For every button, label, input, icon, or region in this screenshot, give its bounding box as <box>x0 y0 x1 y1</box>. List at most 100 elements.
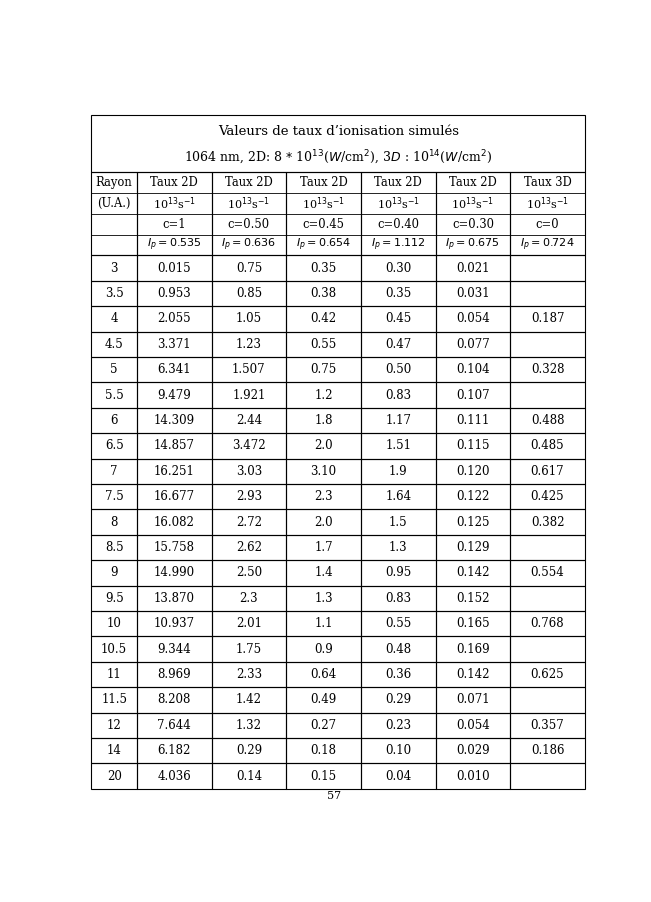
Bar <box>137 560 212 585</box>
Text: 2.0: 2.0 <box>314 516 333 529</box>
Bar <box>91 332 137 357</box>
Text: 5.5: 5.5 <box>105 389 124 401</box>
Bar <box>510 560 585 585</box>
Bar <box>286 662 361 687</box>
Bar <box>91 535 137 560</box>
Bar <box>436 560 510 585</box>
Text: 0.75: 0.75 <box>236 262 262 275</box>
Text: Taux 2D: Taux 2D <box>449 176 497 189</box>
Bar <box>436 738 510 763</box>
Text: 10.937: 10.937 <box>154 617 195 630</box>
Bar <box>91 115 585 172</box>
Text: 0.04: 0.04 <box>385 769 411 783</box>
Bar <box>137 332 212 357</box>
Text: 0.29: 0.29 <box>385 694 411 706</box>
Text: 0.425: 0.425 <box>531 491 564 503</box>
Bar <box>361 332 436 357</box>
Bar <box>91 459 137 484</box>
Text: 16.082: 16.082 <box>154 516 195 529</box>
Text: 16.251: 16.251 <box>154 465 195 478</box>
Text: 0.111: 0.111 <box>456 414 490 427</box>
Bar <box>361 763 436 789</box>
Bar <box>286 687 361 713</box>
Bar <box>91 408 137 433</box>
Bar <box>436 763 510 789</box>
Text: 10$^{13}$s$^{-1}$: 10$^{13}$s$^{-1}$ <box>377 195 420 212</box>
Bar <box>137 459 212 484</box>
Bar <box>212 408 286 433</box>
Bar <box>286 459 361 484</box>
Bar <box>91 255 137 281</box>
Text: 2.33: 2.33 <box>236 668 262 681</box>
Bar <box>436 433 510 459</box>
Text: Valeurs de taux d’ionisation simulés: Valeurs de taux d’ionisation simulés <box>217 124 459 138</box>
Text: 9.5: 9.5 <box>105 592 124 605</box>
Bar <box>286 433 361 459</box>
Bar <box>510 687 585 713</box>
Text: c=0.45: c=0.45 <box>303 217 344 231</box>
Bar <box>91 484 137 510</box>
Bar <box>436 382 510 408</box>
Text: 0.85: 0.85 <box>236 287 262 300</box>
Bar <box>510 332 585 357</box>
Bar <box>510 611 585 637</box>
Bar <box>436 408 510 433</box>
Text: 4: 4 <box>111 312 118 326</box>
Text: 2.62: 2.62 <box>236 541 262 554</box>
Text: $I_p = 0.654$: $I_p = 0.654$ <box>296 237 352 253</box>
Text: 0.75: 0.75 <box>311 364 337 376</box>
Text: 1.9: 1.9 <box>389 465 408 478</box>
Bar <box>510 484 585 510</box>
Bar <box>286 332 361 357</box>
Text: 0.015: 0.015 <box>158 262 191 275</box>
Text: c=0.40: c=0.40 <box>377 217 419 231</box>
Text: 2.50: 2.50 <box>236 566 262 579</box>
Bar <box>286 585 361 611</box>
Text: 0.50: 0.50 <box>385 364 411 376</box>
Bar <box>286 307 361 332</box>
Bar <box>91 687 137 713</box>
Text: 20: 20 <box>107 769 122 783</box>
Text: 5: 5 <box>111 364 118 376</box>
Bar <box>361 713 436 738</box>
Text: 0.142: 0.142 <box>456 566 490 579</box>
Bar <box>436 510 510 535</box>
Bar <box>286 281 361 307</box>
Bar <box>510 433 585 459</box>
Text: (U.A.): (U.A.) <box>98 197 131 210</box>
Text: 1.4: 1.4 <box>314 566 333 579</box>
Text: 0.35: 0.35 <box>311 262 337 275</box>
Text: 2.055: 2.055 <box>158 312 191 326</box>
Bar <box>361 611 436 637</box>
Text: 0.328: 0.328 <box>531 364 564 376</box>
Text: 0.010: 0.010 <box>456 769 490 783</box>
Bar <box>137 510 212 535</box>
Bar <box>361 484 436 510</box>
Bar <box>137 535 212 560</box>
Text: 0.107: 0.107 <box>456 389 490 401</box>
Text: 0.071: 0.071 <box>456 694 490 706</box>
Bar <box>91 433 137 459</box>
Text: 0.55: 0.55 <box>311 338 337 351</box>
Bar <box>510 535 585 560</box>
Bar <box>436 281 510 307</box>
Text: 8.5: 8.5 <box>105 541 124 554</box>
Bar <box>510 255 585 281</box>
Bar <box>361 281 436 307</box>
Bar <box>286 382 361 408</box>
Text: 2.3: 2.3 <box>314 491 333 503</box>
Bar <box>510 713 585 738</box>
Text: Taux 2D: Taux 2D <box>374 176 422 189</box>
Text: 6.341: 6.341 <box>158 364 191 376</box>
Bar <box>91 510 137 535</box>
Bar <box>91 738 137 763</box>
Text: 0.104: 0.104 <box>456 364 490 376</box>
Bar <box>436 484 510 510</box>
Text: 3: 3 <box>111 262 118 275</box>
Bar <box>212 687 286 713</box>
Bar <box>212 510 286 535</box>
Text: 11: 11 <box>107 668 122 681</box>
Bar <box>361 433 436 459</box>
Bar <box>436 637 510 662</box>
Bar <box>137 433 212 459</box>
